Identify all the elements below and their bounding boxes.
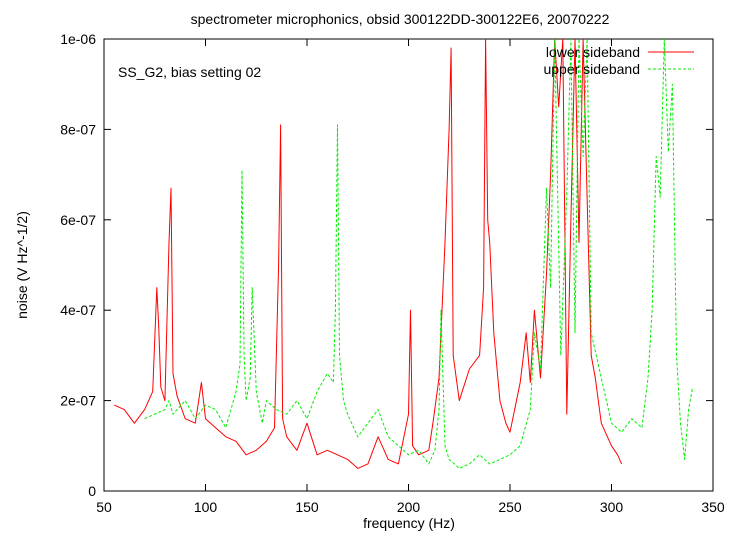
y-tick-label: 1e-06 [60, 31, 96, 47]
y-tick-label: 4e-07 [60, 302, 96, 318]
x-tick-label: 50 [96, 499, 112, 515]
y-tick-label: 8e-07 [60, 121, 96, 137]
x-tick-label: 250 [498, 499, 522, 515]
legend-label: lower sideband [546, 44, 640, 60]
legend-label: upper sideband [543, 61, 640, 77]
y-tick-label: 0 [88, 483, 96, 499]
chart-title: spectrometer microphonics, obsid 300122D… [191, 11, 610, 27]
x-tick-label: 300 [600, 499, 624, 515]
y-tick-label: 6e-07 [60, 212, 96, 228]
x-axis-label: frequency (Hz) [363, 515, 455, 531]
series-line-upper-sideband [144, 39, 694, 469]
axis-ticks: 50 100 150 200 250 300 350 0 2e-07 4e-07 6e-07 8e-0… [60, 31, 725, 515]
x-tick-label: 200 [397, 499, 421, 515]
x-tick-label: 150 [295, 499, 319, 515]
series-line-lower-sideband [113, 39, 623, 469]
y-axis-label: noise (V Hz^-1/2) [14, 211, 30, 319]
series-lines [113, 39, 694, 469]
y-tick-label: 2e-07 [60, 393, 96, 409]
x-tick-label: 100 [194, 499, 218, 515]
x-tick-label: 350 [701, 499, 725, 515]
chart-annotation: SS_G2, bias setting 02 [118, 64, 261, 80]
